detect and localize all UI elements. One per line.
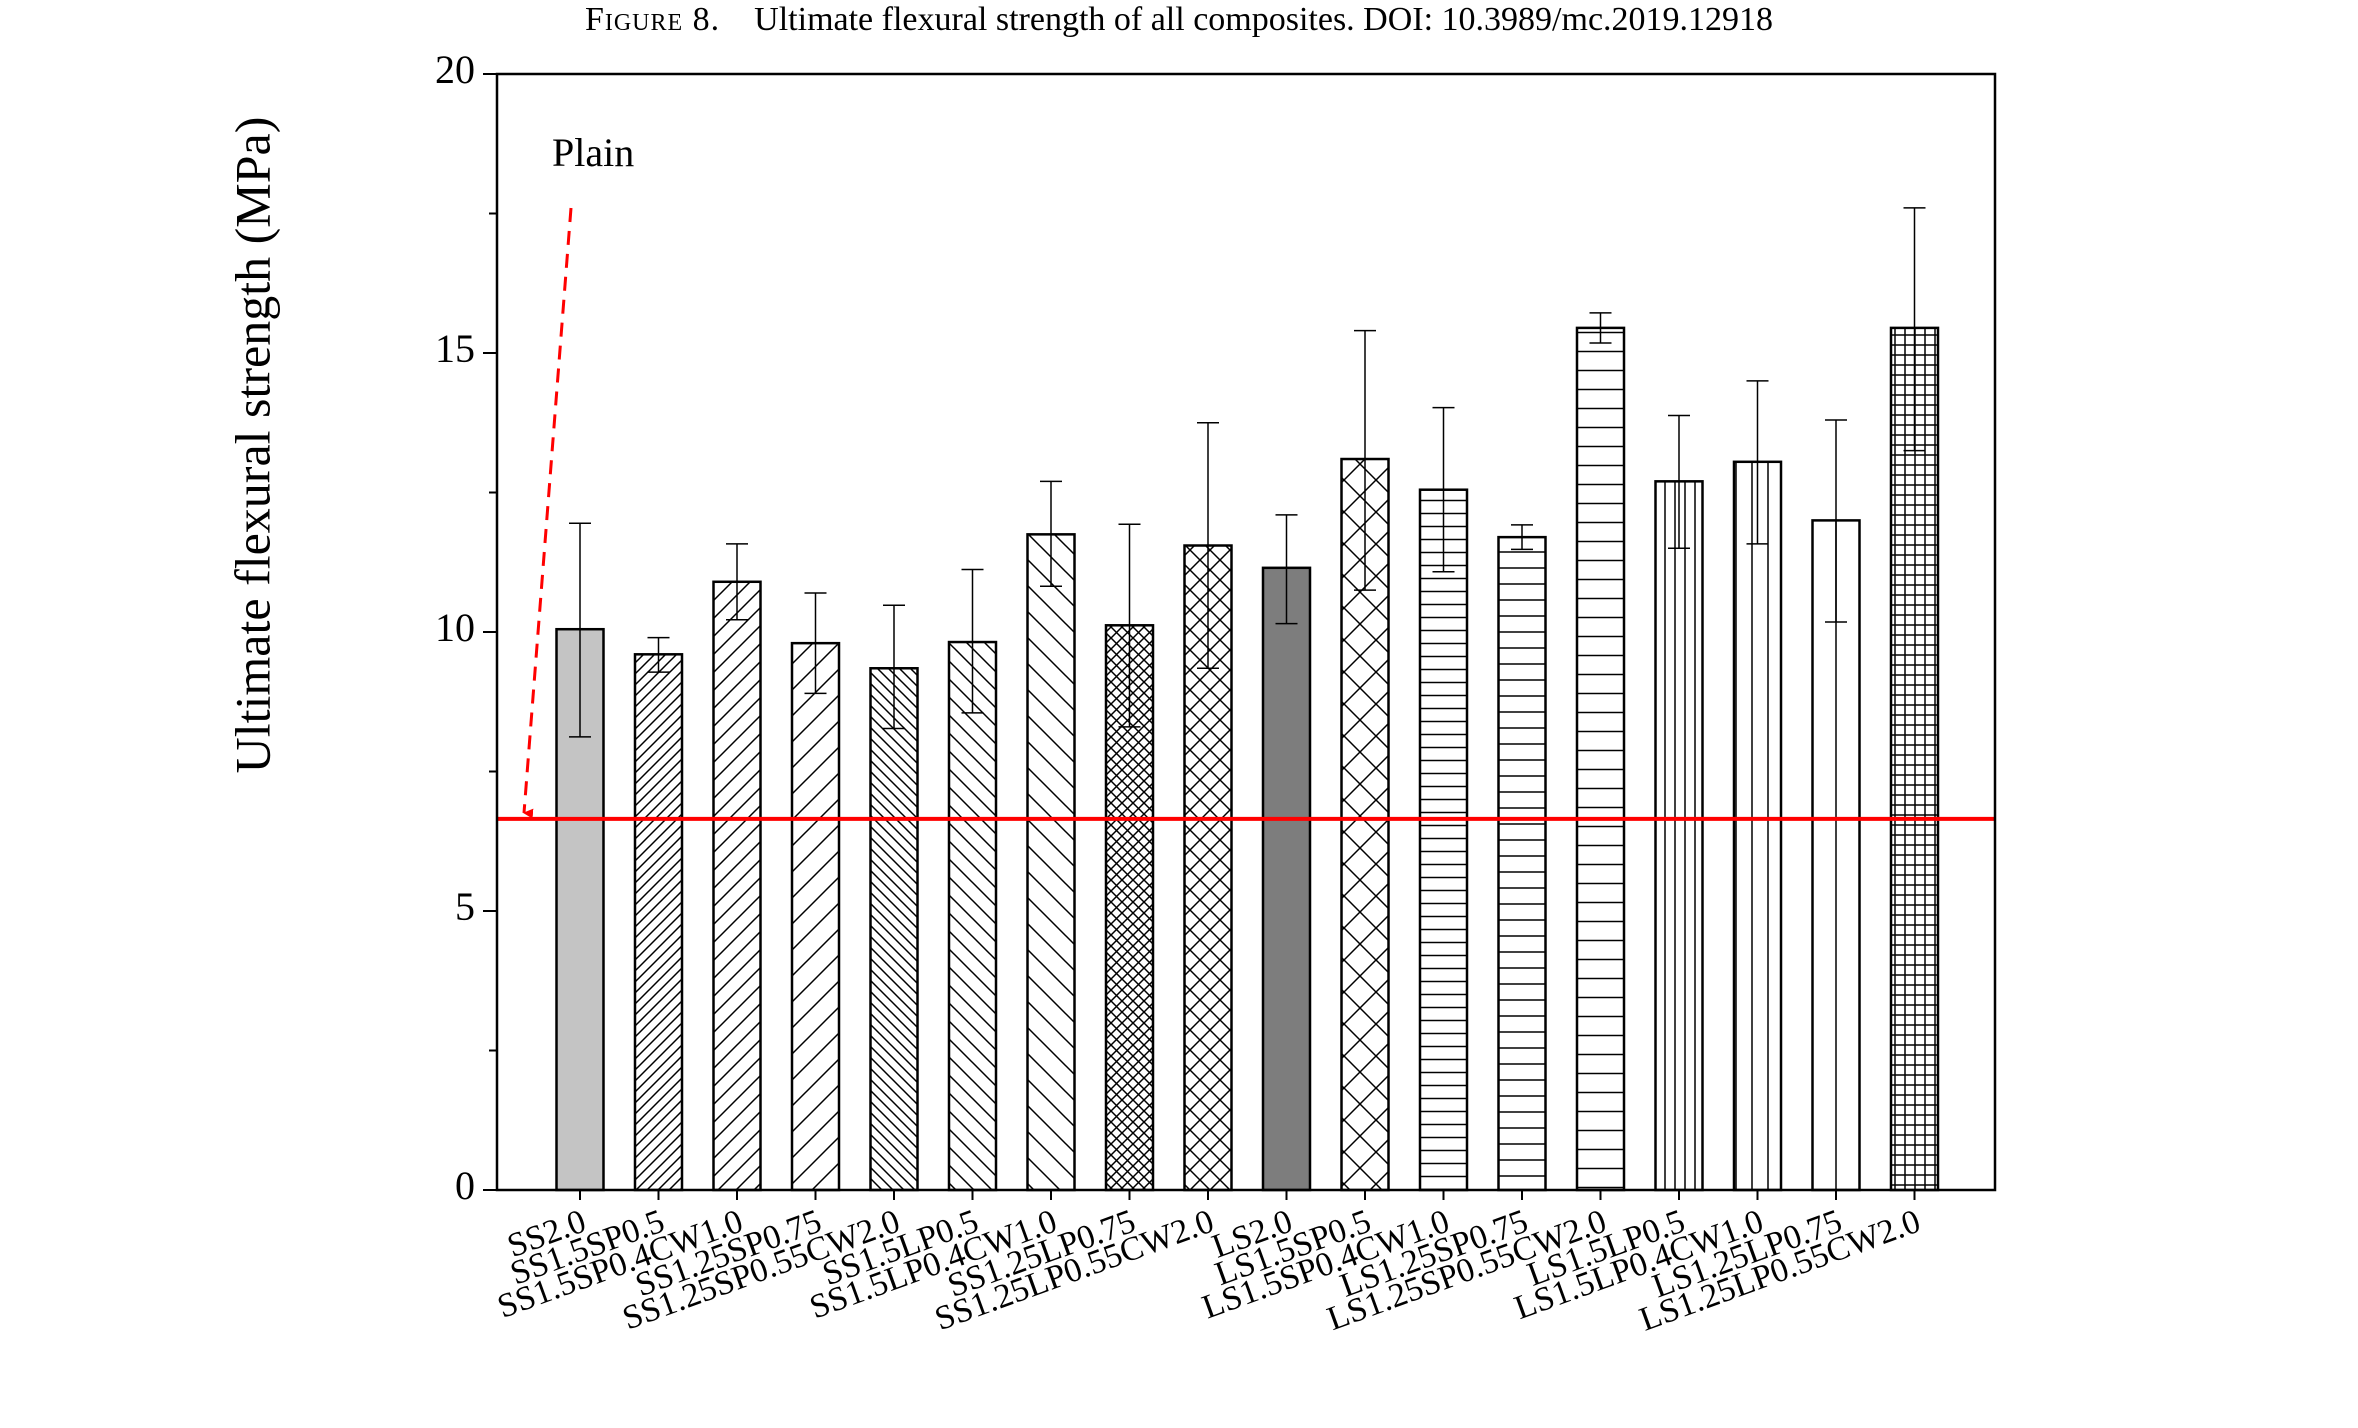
y-tick-label: 5 <box>455 884 475 929</box>
error-bar-SS1.25SP0.75 <box>804 592 827 695</box>
error-bar-SS2.0 <box>569 522 591 738</box>
error-bar-SS1.5SP0.4CW1.0 <box>726 543 748 621</box>
axes-layer <box>483 72 1997 1200</box>
error-bars-layer <box>569 207 1926 738</box>
bar-SS1.25SP0.75 <box>790 641 841 1192</box>
error-bar-LS1.5LP0.5 <box>1668 414 1690 550</box>
plain-annotation-label: Plain <box>552 130 634 175</box>
bar-SS1.5LP0.4CW1.0 <box>1026 533 1076 1192</box>
error-bar-SS1.25LP0.55CW2.0 <box>1197 422 1219 670</box>
y-axis-label: Ultimate flexural strength (MPa) <box>224 117 280 774</box>
figure-label: Figure 8. <box>584 1 721 38</box>
plain-arrow <box>522 207 573 819</box>
bar-SS1.5SP0.4CW1.0 <box>712 580 762 1192</box>
y-tick-label: 10 <box>435 605 475 650</box>
error-bar-SS1.25SP0.55CW2.0 <box>883 604 905 730</box>
error-bar-LS1.5LP0.4CW1.0 <box>1746 380 1769 545</box>
error-bar-LS1.25SP0.75 <box>1511 524 1533 551</box>
bar-SS1.5SP0.5 <box>633 653 684 1192</box>
error-bar-LS1.5SP0.4CW1.0 <box>1432 406 1455 573</box>
bars-layer <box>555 326 1940 1192</box>
bar-LS1.5LP0.5 <box>1654 480 1704 1192</box>
error-bar-SS1.5SP0.5 <box>647 636 670 673</box>
bar-LS1.25LP0.55CW2.0 <box>1889 326 1940 1192</box>
reference-line-layer <box>497 207 1995 821</box>
bar-LS1.25SP0.55CW2.0 <box>1575 326 1626 1192</box>
error-bar-SS1.5LP0.4CW1.0 <box>1040 480 1062 587</box>
bar-LS1.5LP0.4CW1.0 <box>1732 460 1783 1192</box>
y-tick-label: 0 <box>455 1163 475 1208</box>
error-bar-LS1.25SP0.55CW2.0 <box>1589 312 1612 344</box>
bar-SS1.5LP0.5 <box>947 640 998 1192</box>
bar-LS2.0 <box>1261 566 1312 1192</box>
error-bar-LS1.25LP0.75 <box>1825 419 1847 623</box>
y-tick-label: 20 <box>435 47 475 92</box>
bar-LS1.25LP0.75 <box>1811 519 1861 1192</box>
error-bar-SS1.25LP0.75 <box>1118 523 1141 728</box>
caption-text: Ultimate flexural strength of all compos… <box>754 1 1774 38</box>
y-tick-label: 15 <box>435 326 475 371</box>
error-bar-LS1.5SP0.5 <box>1354 329 1376 591</box>
bar-LS1.25SP0.75 <box>1497 535 1547 1192</box>
error-bar-LS2.0 <box>1275 514 1298 625</box>
bar-LS1.5SP0.4CW1.0 <box>1418 488 1469 1192</box>
figure-caption: Figure 8. Ultimate flexural strength of … <box>0 0 2358 40</box>
error-bar-LS1.25LP0.55CW2.0 <box>1903 207 1926 452</box>
bar-SS1.25SP0.55CW2.0 <box>869 667 919 1192</box>
error-bar-SS1.5LP0.5 <box>961 568 984 714</box>
